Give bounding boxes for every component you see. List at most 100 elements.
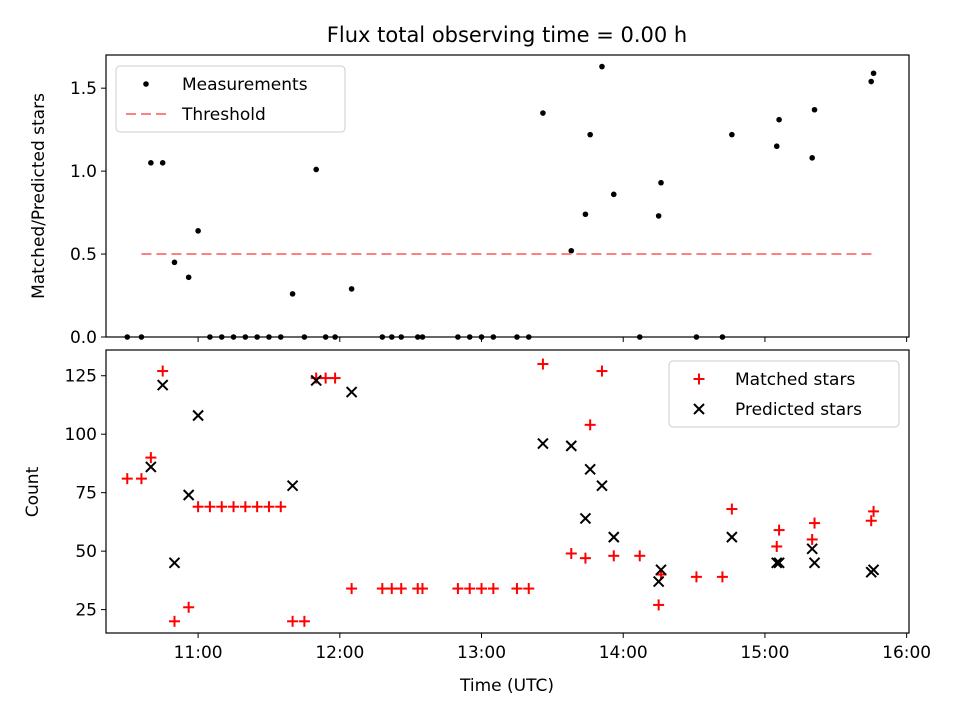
predicted-point — [596, 479, 608, 492]
measurement-point — [582, 211, 589, 218]
matched-point — [690, 571, 702, 583]
matched-point — [806, 533, 818, 545]
matched-point — [395, 583, 407, 595]
predicted-point — [145, 461, 157, 473]
matched-point — [192, 501, 204, 513]
x-tick-label: 13:00 — [457, 643, 506, 663]
matched-point — [584, 419, 596, 431]
x-tick-label: 11:00 — [174, 643, 223, 663]
matched-point — [771, 540, 783, 552]
measurement-point — [195, 228, 201, 234]
matched-point — [452, 583, 464, 595]
matched-point — [135, 473, 147, 485]
predicted-point — [726, 531, 738, 543]
y-tick-label: 100 — [65, 425, 97, 445]
legend: Matched stars Predicted stars — [668, 360, 900, 428]
matched-point — [310, 372, 322, 384]
predicted-point — [192, 409, 204, 422]
y-tick-label: 125 — [65, 367, 97, 387]
predicted-point — [565, 440, 577, 452]
matched-point — [386, 583, 398, 595]
measurement-point — [811, 106, 818, 113]
measurement-point — [289, 291, 296, 297]
legend-label: Measurements — [182, 75, 308, 95]
x-tick-label: 14:00 — [599, 643, 648, 663]
matched-point — [216, 501, 228, 513]
matched-point — [346, 583, 358, 595]
measurement-point — [277, 334, 284, 340]
predicted-point — [310, 374, 322, 387]
matched-point — [121, 473, 133, 485]
matched-point — [487, 583, 499, 595]
measurement-point — [568, 247, 575, 254]
measurement-point — [455, 334, 461, 340]
matched-point — [726, 503, 738, 515]
measurement-point — [379, 334, 386, 340]
predicted-point — [345, 386, 358, 398]
matched-point — [809, 517, 821, 529]
measurement-point — [414, 334, 421, 340]
matched-point — [416, 583, 428, 595]
legend-marker-measurements — [143, 81, 149, 87]
measurement-point — [242, 334, 249, 340]
measurement-point — [332, 334, 338, 340]
top-y-axis-label: Matched/Predicted stars — [29, 93, 49, 299]
matched-point — [251, 501, 263, 513]
measurement-point — [809, 155, 815, 161]
bottom-plot: 25 50 75 100 125 11:00 12:00 13:00 14:00 15:00 16:… — [65, 349, 931, 663]
predicted-point — [771, 557, 783, 569]
measurement-point — [148, 160, 154, 166]
matched-point — [275, 501, 287, 513]
measurement-point — [466, 334, 473, 340]
measurement-point — [419, 334, 426, 340]
predicted-point — [579, 512, 592, 525]
predicted-point — [584, 463, 596, 475]
predicted-point — [286, 479, 299, 492]
matched-point — [634, 550, 646, 562]
legend-label: Matched stars — [735, 370, 855, 390]
x-tick-label: 16:00 — [882, 643, 931, 663]
matched-point — [865, 515, 877, 527]
measurement-point — [776, 116, 782, 123]
plot-frame — [105, 349, 910, 634]
matched-point — [511, 583, 523, 595]
predicted-point — [655, 564, 667, 576]
measurement-point — [693, 334, 700, 340]
predicted-point — [156, 379, 169, 391]
predicted-point — [537, 437, 549, 450]
y-tick-label: 50 — [75, 542, 97, 562]
legend-label: Threshold — [181, 105, 266, 125]
legend-label: Predicted stars — [735, 400, 862, 420]
measurement-point — [773, 143, 780, 150]
measurement-point — [322, 334, 329, 340]
predicted-point — [182, 489, 195, 501]
matched-point — [464, 583, 476, 595]
measurement-point — [398, 334, 405, 340]
measurement-point — [478, 334, 485, 340]
matched-point — [320, 372, 332, 384]
matched-point — [579, 552, 591, 564]
y-tick-label: 1.5 — [70, 79, 97, 99]
predicted-point — [652, 575, 665, 588]
measurement-point — [313, 166, 319, 173]
x-tick-label: 15:00 — [740, 643, 789, 663]
measurement-point — [207, 334, 213, 340]
measurement-point — [636, 334, 643, 340]
measurement-point — [348, 286, 355, 292]
measurement-point — [490, 334, 497, 340]
matched-point — [145, 452, 157, 464]
measurement-point — [301, 334, 308, 340]
predicted-point — [773, 557, 785, 569]
measurement-point — [124, 334, 131, 340]
matched-point — [228, 501, 240, 513]
measurement-point — [266, 334, 272, 340]
matched-point — [376, 583, 388, 595]
bottom-y-axis-label: Count — [23, 466, 43, 517]
y-tick-label: 25 — [75, 601, 97, 621]
measurement-point — [254, 334, 260, 340]
matched-point — [868, 505, 880, 517]
measurement-point — [388, 334, 395, 340]
matched-point — [157, 365, 169, 377]
measurement-point — [159, 160, 166, 166]
